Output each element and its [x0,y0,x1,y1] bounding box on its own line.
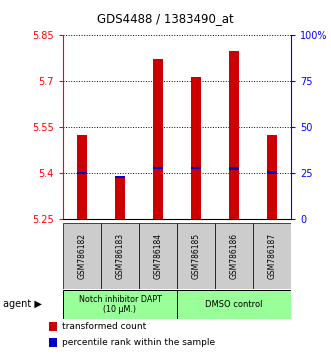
Bar [229,167,239,170]
Bar [115,176,125,178]
Text: GSM786187: GSM786187 [268,233,277,279]
Text: Notch inhibitor DAPT
(10 μM.): Notch inhibitor DAPT (10 μM.) [78,295,162,314]
Bar [77,172,87,174]
Bar [229,51,239,219]
Text: GSM786182: GSM786182 [77,233,86,279]
Bar [153,59,163,219]
Bar [177,223,215,289]
Text: GSM786183: GSM786183 [116,233,124,279]
Text: GSM786185: GSM786185 [192,233,201,279]
Text: GSM786184: GSM786184 [154,233,163,279]
Bar [267,171,277,173]
Bar [177,290,291,319]
Bar [267,136,277,219]
Bar [49,322,57,331]
Text: agent ▶: agent ▶ [3,299,42,309]
Bar [77,136,87,219]
Text: percentile rank within the sample: percentile rank within the sample [62,338,215,347]
Bar [153,167,163,169]
Bar [63,290,177,319]
Bar [191,167,201,169]
Bar [49,338,57,347]
Bar [139,223,177,289]
Text: transformed count: transformed count [62,322,147,331]
Bar [191,76,201,219]
Bar [253,223,291,289]
Text: GDS4488 / 1383490_at: GDS4488 / 1383490_at [97,12,234,25]
Bar [215,223,253,289]
Bar [115,176,125,219]
Bar [63,223,101,289]
Text: DMSO control: DMSO control [206,300,263,309]
Text: GSM786186: GSM786186 [230,233,239,279]
Bar [101,223,139,289]
